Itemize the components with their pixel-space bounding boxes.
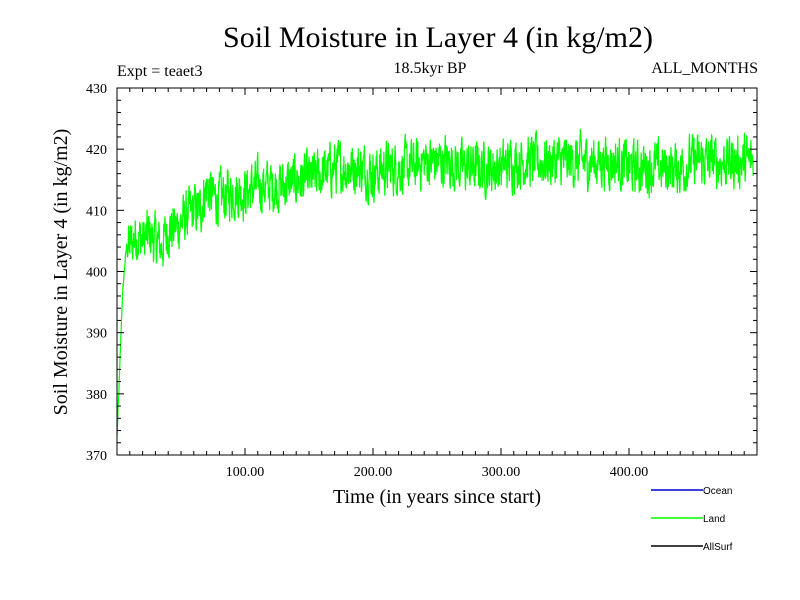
chart-title: Soil Moisture in Layer 4 (in kg/m2)	[223, 21, 653, 54]
data-layer	[116, 128, 754, 436]
plot-area: 370 380 390 400 410 420 430 100.00 200.00 300.00 4…	[86, 82, 758, 480]
y-tick-label: 400	[86, 266, 107, 281]
y-tick-label: 410	[86, 204, 107, 219]
x-tick-label: 200.00	[354, 465, 393, 480]
legend-label-land: Land	[703, 514, 725, 525]
legend-label-ocean: Ocean	[703, 486, 732, 497]
tick-layer: 370 380 390 400 410 420 430 100.00 200.00 300.00 4…	[86, 82, 758, 480]
plot-frame	[116, 87, 758, 456]
x-axis-label: Time (in years since start)	[333, 486, 541, 508]
y-tick-label: 390	[86, 327, 107, 342]
x-tick-label: 100.00	[226, 465, 265, 480]
y-tick-label: 380	[86, 388, 107, 403]
y-axis-label: Soil Moisture in Layer 4 (in kg/m2)	[50, 129, 72, 416]
y-tick-label: 430	[86, 82, 107, 97]
legend: Ocean Land AllSurf	[651, 486, 733, 553]
y-tick-label: 420	[86, 143, 107, 158]
experiment-label: Expt = teaet3	[117, 63, 202, 80]
y-tick-label: 370	[86, 449, 107, 464]
x-tick-label: 300.00	[482, 465, 521, 480]
series-line-land	[116, 128, 754, 436]
months-label: ALL_MONTHS	[651, 60, 758, 77]
x-tick-label: 400.00	[610, 465, 649, 480]
chart-subtitle: 18.5kyr BP	[394, 60, 467, 77]
legend-label-allsurf: AllSurf	[703, 542, 733, 553]
